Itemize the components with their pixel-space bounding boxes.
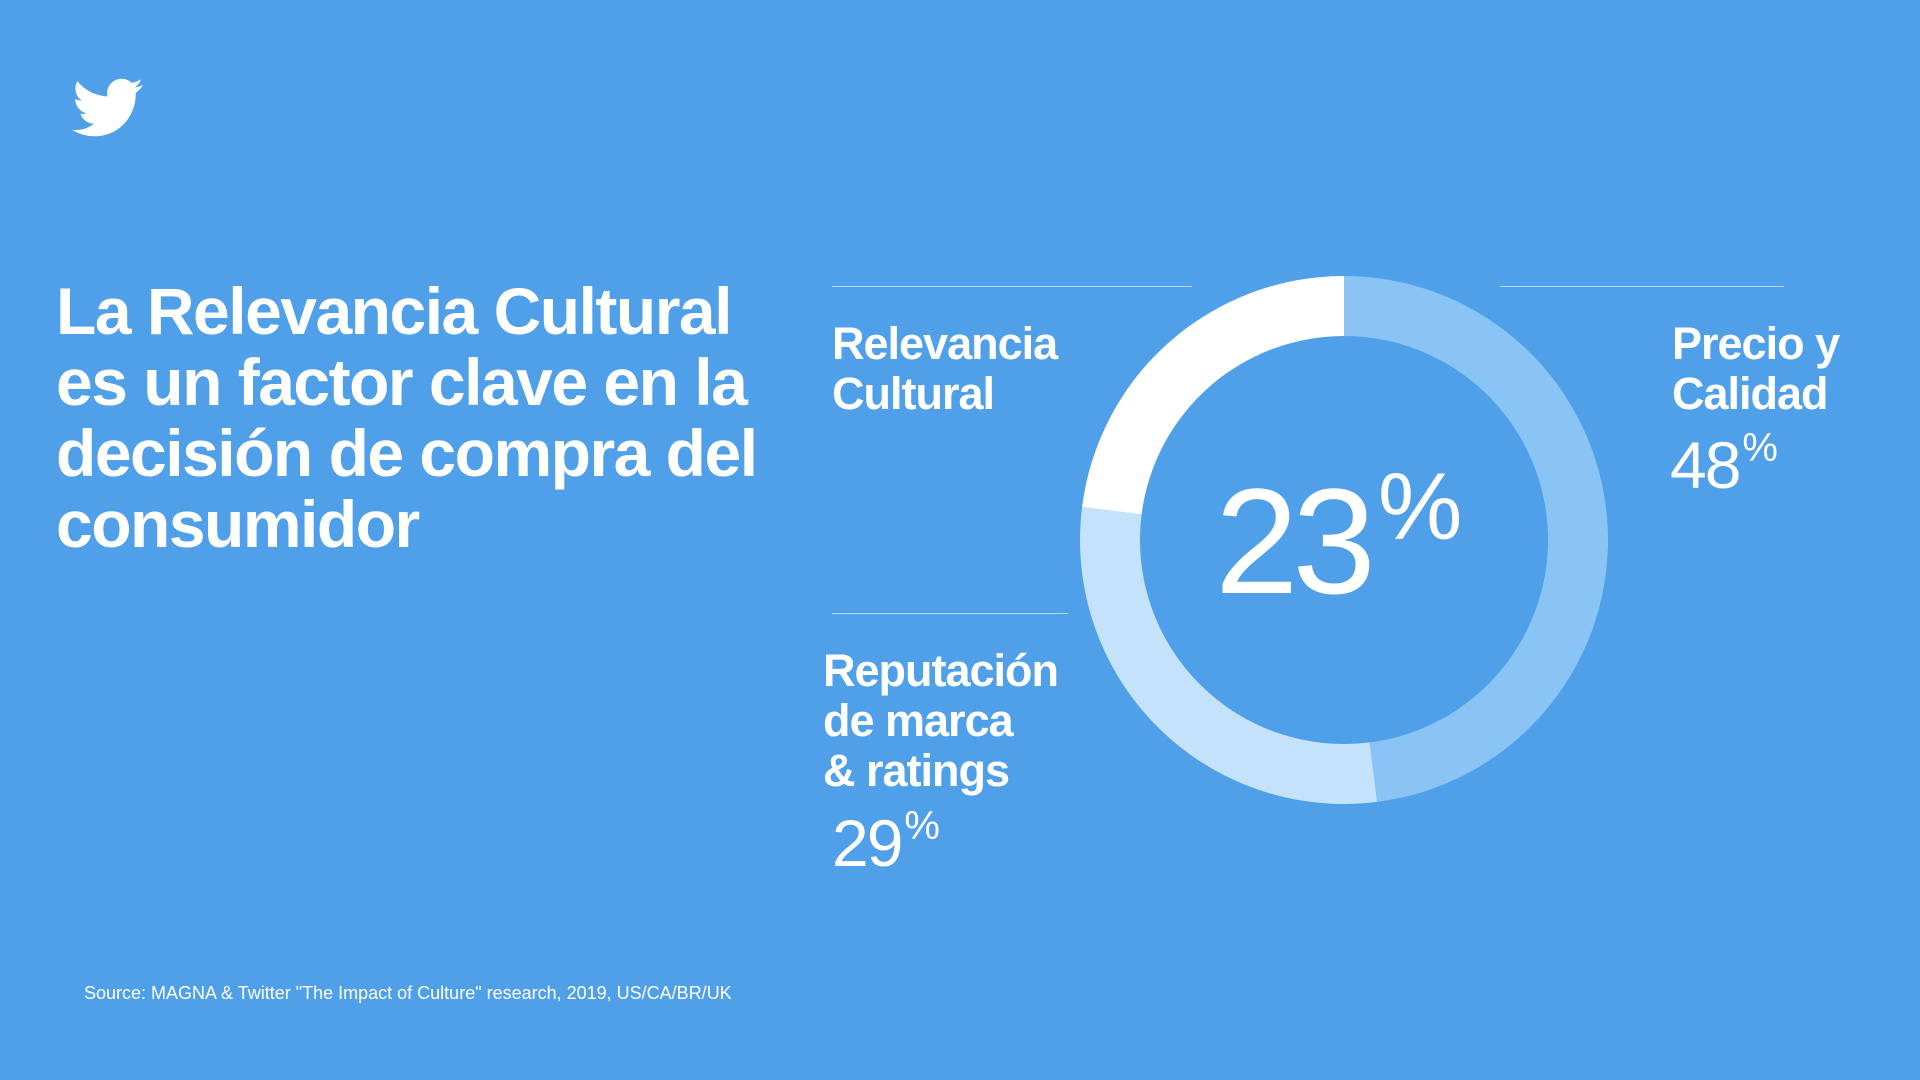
slice-precio-calidad (1344, 276, 1609, 802)
value-relevancia-cultural: 23% (1215, 457, 1462, 625)
divider-relevancia (832, 286, 1192, 287)
donut-slices (1080, 276, 1609, 805)
slice-reputacion-marca (1080, 506, 1378, 805)
value-reputacion-marca: 29% (832, 806, 940, 880)
slice-relevancia-cultural (1082, 276, 1344, 515)
source-note: Source: MAGNA & Twitter "The Impact of C… (84, 983, 732, 1003)
label-line: Calidad (1672, 368, 1829, 419)
label-line: Relevancia (832, 318, 1058, 369)
divider-reputacion (832, 613, 1068, 614)
value-precio-calidad: 48% (1670, 428, 1778, 502)
percent-sign: % (904, 804, 940, 848)
percent-sign: % (1742, 426, 1778, 470)
label-reputacion-marca: Reputación de marca & ratings (823, 645, 1059, 796)
label-line: de marca (823, 695, 1014, 746)
label-line: Precio y (1672, 318, 1840, 369)
value-number: 23 (1215, 457, 1376, 625)
divider-precio (1500, 286, 1784, 287)
value-number: 48 (1670, 428, 1741, 502)
label-line: Reputación (823, 645, 1059, 696)
label-precio-calidad: Precio y Calidad (1672, 318, 1840, 419)
label-relevancia-cultural: Relevancia Cultural (832, 318, 1058, 419)
page-title: La Relevancia Cultural es un factor clav… (56, 274, 758, 561)
value-number: 29 (832, 806, 903, 880)
label-line: Cultural (832, 368, 995, 419)
percent-sign: % (1377, 454, 1463, 560)
twitter-bird-icon (72, 78, 143, 137)
label-line: & ratings (823, 745, 1010, 796)
